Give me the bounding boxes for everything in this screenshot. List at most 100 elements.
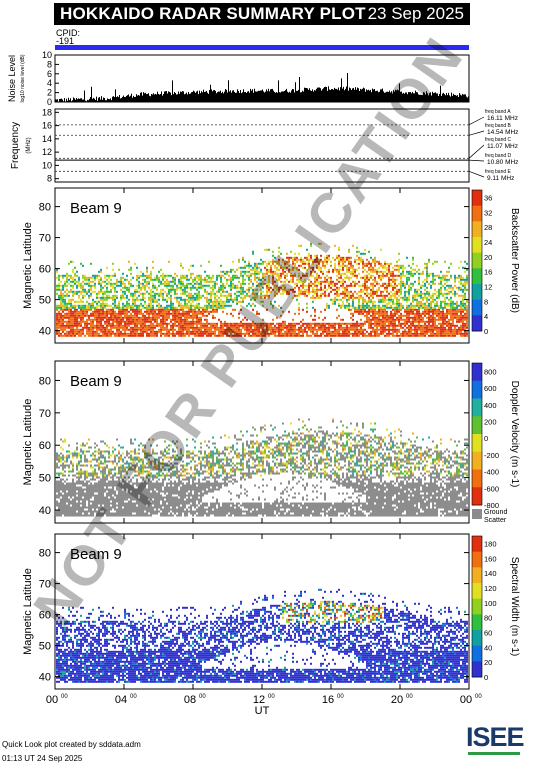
heatmap-cell — [248, 334, 250, 337]
heatmap-cell — [262, 276, 264, 279]
heatmap-cell — [178, 334, 180, 337]
heatmap-cell — [266, 288, 268, 291]
heatmap-cell — [164, 320, 166, 323]
heatmap-cell — [282, 310, 284, 313]
heatmap-cell — [368, 272, 370, 275]
heatmap-cell — [352, 302, 354, 305]
heatmap-cell — [352, 328, 354, 331]
heatmap-cell — [428, 290, 430, 293]
heatmap-cell — [110, 330, 112, 333]
heatmap-cell — [254, 292, 256, 295]
heatmap-cell — [400, 316, 402, 319]
heatmap-cell — [298, 290, 300, 293]
heatmap-cell — [120, 314, 122, 317]
heatmap-cell — [116, 306, 118, 309]
heatmap-cell — [428, 272, 430, 275]
heatmap-cell — [276, 262, 278, 265]
heatmap-cell — [180, 286, 182, 289]
heatmap-cell — [94, 326, 96, 329]
heatmap-cell — [288, 260, 290, 263]
heatmap-cell — [322, 330, 324, 333]
heatmap-cell — [398, 310, 400, 313]
heatmap-cell — [156, 318, 158, 321]
heatmap-cell — [364, 284, 366, 287]
heatmap-cell — [392, 308, 394, 311]
heatmap-cell — [130, 330, 132, 333]
heatmap-cell — [100, 276, 102, 279]
heatmap-cell — [312, 288, 314, 291]
heatmap-cell — [152, 318, 154, 321]
heatmap-cell — [176, 292, 178, 295]
heatmap-cell — [352, 298, 354, 301]
heatmap-cell — [140, 282, 142, 285]
heatmap-cell — [374, 312, 376, 315]
heatmap-cell — [214, 284, 216, 287]
heatmap-cell — [196, 292, 198, 295]
heatmap-cell — [358, 332, 360, 335]
heatmap-cell — [366, 288, 368, 291]
heatmap-cell — [326, 270, 328, 273]
heatmap-cell — [400, 334, 402, 337]
heatmap-cell — [264, 260, 266, 263]
heatmap-cell — [180, 332, 182, 335]
heatmap-cell — [444, 278, 446, 281]
heatmap-cell — [242, 332, 244, 335]
heatmap-cell — [102, 316, 104, 319]
heatmap-cell — [256, 272, 258, 275]
heatmap-cell — [106, 278, 108, 281]
heatmap-cell — [60, 294, 62, 297]
heatmap-cell — [392, 274, 394, 277]
heatmap-cell — [176, 300, 178, 303]
heatmap-cell — [140, 334, 142, 337]
heatmap-cell — [422, 296, 424, 299]
heatmap-cell — [400, 326, 402, 329]
heatmap-cell — [430, 324, 432, 327]
heatmap-cell — [186, 332, 188, 335]
heatmap-cell — [252, 292, 254, 295]
heatmap-cell — [370, 308, 372, 311]
heatmap-cell — [328, 268, 330, 271]
heatmap-cell — [104, 322, 106, 325]
heatmap-cell — [136, 330, 138, 333]
heatmap-cell — [68, 326, 70, 329]
heatmap-cell — [270, 290, 272, 293]
heatmap-cell — [310, 322, 312, 325]
heatmap-cell — [188, 320, 190, 323]
heatmap-cell — [404, 330, 406, 333]
heatmap-cell — [130, 306, 132, 309]
heatmap-cell — [332, 332, 334, 335]
heatmap-cell — [128, 314, 130, 317]
heatmap-cell — [374, 334, 376, 337]
heatmap-cell — [412, 306, 414, 309]
heatmap-cell — [374, 268, 376, 271]
heatmap-cell — [256, 296, 258, 299]
heatmap-cell — [80, 322, 82, 325]
heatmap-cell — [156, 334, 158, 337]
heatmap-cell — [368, 310, 370, 313]
heatmap-cell — [262, 260, 264, 263]
heatmap-cell — [222, 304, 224, 307]
noise-series — [55, 72, 469, 102]
heatmap-cell — [408, 308, 410, 311]
heatmap-cell — [132, 320, 134, 323]
heatmap-cell — [200, 320, 202, 323]
heatmap-cell — [102, 330, 104, 333]
heatmap-cell — [388, 272, 390, 275]
heatmap-cell — [96, 328, 98, 331]
heatmap-cell — [426, 324, 428, 327]
heatmap-cell — [214, 300, 216, 303]
heatmap-cell — [212, 332, 214, 335]
heatmap-cell — [348, 296, 350, 299]
heatmap-cell — [348, 270, 350, 273]
heatmap-cell — [388, 296, 390, 299]
heatmap-cell — [446, 332, 448, 335]
heatmap-cell — [284, 266, 286, 269]
heatmap-cell — [464, 326, 466, 329]
heatmap-cell — [62, 326, 64, 329]
heatmap-cell — [326, 280, 328, 283]
heatmap-cell — [86, 308, 88, 311]
heatmap-cell — [362, 324, 364, 327]
heatmap-cell — [266, 308, 268, 311]
heatmap-cell — [68, 302, 70, 305]
heatmap-cell — [394, 296, 396, 299]
